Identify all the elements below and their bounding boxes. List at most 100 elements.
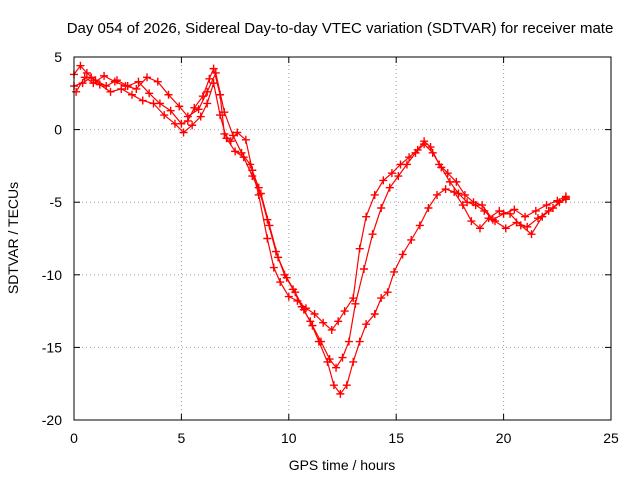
data-point bbox=[340, 307, 349, 316]
data-point bbox=[246, 160, 255, 169]
data-point bbox=[355, 244, 364, 253]
data-point bbox=[263, 234, 272, 243]
data-point bbox=[269, 263, 278, 272]
data-point bbox=[196, 112, 205, 121]
data-point bbox=[495, 206, 504, 215]
x-tick-label: 10 bbox=[281, 430, 297, 446]
data-point bbox=[319, 318, 328, 327]
data-point bbox=[170, 119, 179, 128]
plot-frame bbox=[73, 56, 612, 421]
data-point bbox=[458, 201, 467, 210]
series-layer bbox=[70, 61, 570, 398]
data-point bbox=[437, 163, 446, 172]
data-point bbox=[89, 79, 98, 88]
x-tick-label: 15 bbox=[388, 430, 404, 446]
data-point bbox=[336, 389, 345, 398]
series-2 bbox=[70, 73, 570, 372]
data-point bbox=[134, 77, 143, 86]
y-tick-label: -10 bbox=[42, 267, 62, 283]
data-point bbox=[110, 77, 119, 86]
data-point bbox=[512, 218, 521, 227]
data-point bbox=[132, 84, 141, 93]
data-point bbox=[383, 288, 392, 297]
data-point bbox=[211, 68, 220, 77]
data-point bbox=[239, 153, 248, 162]
data-point bbox=[263, 215, 272, 224]
data-point bbox=[160, 111, 169, 120]
data-point bbox=[284, 292, 293, 301]
data-point bbox=[323, 357, 332, 366]
x-tick-label: 5 bbox=[178, 430, 186, 446]
data-point bbox=[501, 224, 510, 233]
data-point bbox=[433, 190, 442, 199]
data-point bbox=[521, 212, 530, 221]
data-point bbox=[407, 235, 416, 244]
data-point bbox=[233, 128, 242, 137]
data-point bbox=[467, 217, 476, 226]
x-tick-label: 0 bbox=[70, 430, 78, 446]
data-point bbox=[297, 302, 306, 311]
data-point bbox=[121, 82, 130, 91]
series-3 bbox=[72, 68, 570, 398]
data-point bbox=[149, 99, 158, 108]
data-point bbox=[72, 87, 81, 96]
data-point bbox=[424, 204, 433, 213]
data-point bbox=[527, 230, 536, 239]
data-point bbox=[237, 148, 246, 157]
data-point bbox=[480, 206, 489, 215]
data-point bbox=[216, 111, 225, 120]
data-point bbox=[138, 96, 147, 105]
data-point bbox=[484, 214, 493, 223]
data-point bbox=[164, 90, 173, 99]
data-point bbox=[561, 193, 570, 202]
data-point bbox=[398, 250, 407, 259]
data-point bbox=[415, 221, 424, 230]
data-point bbox=[349, 294, 358, 303]
data-point bbox=[523, 222, 532, 231]
data-point bbox=[188, 121, 197, 130]
grid bbox=[74, 57, 611, 420]
data-point bbox=[377, 294, 386, 303]
data-point bbox=[349, 357, 358, 366]
data-point bbox=[117, 84, 126, 93]
data-point bbox=[542, 201, 551, 210]
data-point bbox=[475, 224, 484, 233]
data-point bbox=[370, 310, 379, 319]
data-point bbox=[334, 317, 343, 326]
data-point bbox=[491, 217, 500, 226]
data-point bbox=[411, 148, 420, 157]
data-point bbox=[506, 209, 515, 218]
chart-title: Day 054 of 2026, Sidereal Day-to-day VTE… bbox=[67, 20, 614, 37]
data-point bbox=[271, 247, 280, 256]
data-point bbox=[80, 73, 89, 82]
data-point bbox=[276, 278, 285, 287]
data-point bbox=[106, 87, 115, 96]
data-point bbox=[402, 160, 411, 169]
data-point bbox=[175, 102, 184, 111]
data-point bbox=[538, 212, 547, 221]
data-point bbox=[76, 61, 85, 70]
data-point bbox=[289, 285, 298, 294]
data-point bbox=[100, 71, 109, 80]
y-axis-label: SDTVAR / TECUs bbox=[5, 182, 21, 294]
data-point bbox=[329, 381, 338, 390]
data-point bbox=[533, 214, 542, 223]
data-point bbox=[183, 112, 192, 121]
data-point bbox=[445, 177, 454, 186]
data-point bbox=[241, 135, 250, 144]
data-point bbox=[310, 310, 319, 319]
series-1 bbox=[70, 61, 570, 334]
data-point bbox=[338, 353, 347, 362]
data-point bbox=[220, 108, 229, 117]
data-point bbox=[450, 188, 459, 197]
data-point bbox=[153, 77, 162, 86]
y-tick-label: 5 bbox=[54, 49, 62, 65]
y-tick-label: -15 bbox=[42, 339, 62, 355]
series-trace bbox=[73, 64, 567, 331]
data-point bbox=[205, 74, 214, 83]
data-point bbox=[306, 317, 315, 326]
data-point bbox=[314, 337, 323, 346]
data-point bbox=[428, 148, 437, 157]
data-point bbox=[471, 201, 480, 210]
